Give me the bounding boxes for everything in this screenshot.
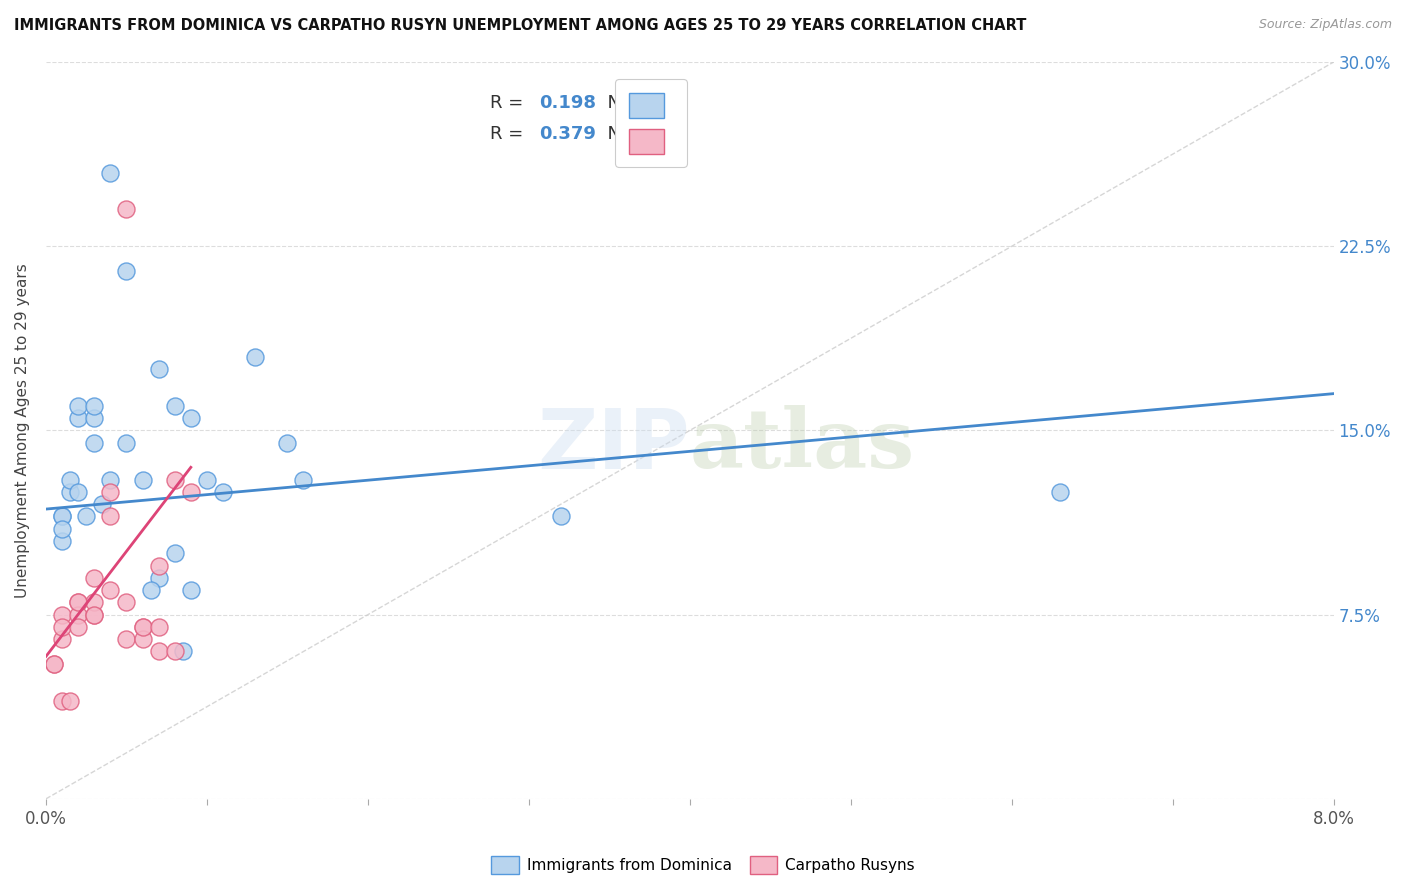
- Point: [148, 644, 170, 658]
- Point: [59, 473, 82, 487]
- Point: [51, 620, 73, 634]
- Point: [75, 509, 97, 524]
- Point: [98, 473, 121, 487]
- Y-axis label: Unemployment Among Ages 25 to 29 years: Unemployment Among Ages 25 to 29 years: [15, 263, 30, 598]
- Point: [148, 558, 170, 573]
- Point: [67, 411, 90, 425]
- Point: [98, 166, 121, 180]
- Point: [292, 473, 315, 487]
- Text: 0.379: 0.379: [538, 126, 596, 144]
- Text: atlas: atlas: [690, 405, 915, 485]
- Point: [139, 583, 162, 598]
- Point: [83, 607, 105, 622]
- Point: [51, 509, 73, 524]
- Point: [83, 607, 105, 622]
- Point: [131, 473, 153, 487]
- Point: [180, 411, 202, 425]
- Point: [98, 509, 121, 524]
- Point: [148, 362, 170, 376]
- Point: [115, 632, 138, 647]
- Point: [1049, 484, 1071, 499]
- Point: [115, 435, 138, 450]
- Point: [131, 620, 153, 634]
- Point: [212, 484, 235, 499]
- Point: [83, 435, 105, 450]
- Point: [83, 411, 105, 425]
- Point: [67, 607, 90, 622]
- Point: [163, 546, 186, 560]
- Point: [163, 644, 186, 658]
- Point: [42, 657, 65, 671]
- Point: [91, 497, 114, 511]
- Point: [148, 620, 170, 634]
- Point: [115, 595, 138, 609]
- Point: [51, 522, 73, 536]
- Text: N =: N =: [596, 94, 647, 112]
- Point: [131, 632, 153, 647]
- Point: [115, 202, 138, 217]
- Point: [98, 484, 121, 499]
- Point: [83, 571, 105, 585]
- Text: R =: R =: [491, 94, 529, 112]
- Point: [67, 399, 90, 413]
- Point: [180, 583, 202, 598]
- Point: [67, 484, 90, 499]
- Point: [180, 484, 202, 499]
- Point: [67, 595, 90, 609]
- Legend: , : ,: [616, 79, 688, 167]
- Point: [42, 657, 65, 671]
- Point: [83, 595, 105, 609]
- Text: IMMIGRANTS FROM DOMINICA VS CARPATHO RUSYN UNEMPLOYMENT AMONG AGES 25 TO 29 YEAR: IMMIGRANTS FROM DOMINICA VS CARPATHO RUS…: [14, 18, 1026, 33]
- Point: [245, 350, 267, 364]
- Point: [98, 583, 121, 598]
- Point: [195, 473, 218, 487]
- Text: 0.198: 0.198: [538, 94, 596, 112]
- Point: [51, 632, 73, 647]
- Text: 30: 30: [643, 126, 666, 144]
- Point: [172, 644, 194, 658]
- Point: [67, 595, 90, 609]
- Point: [276, 435, 298, 450]
- Legend: Immigrants from Dominica, Carpatho Rusyns: Immigrants from Dominica, Carpatho Rusyn…: [485, 850, 921, 880]
- Point: [148, 571, 170, 585]
- Point: [51, 533, 73, 548]
- Point: [59, 693, 82, 707]
- Point: [163, 399, 186, 413]
- Point: [59, 484, 82, 499]
- Point: [51, 693, 73, 707]
- Point: [51, 509, 73, 524]
- Text: N =: N =: [596, 126, 647, 144]
- Text: ZIP: ZIP: [537, 405, 690, 486]
- Point: [115, 264, 138, 278]
- Point: [83, 399, 105, 413]
- Point: [51, 607, 73, 622]
- Point: [163, 473, 186, 487]
- Text: Source: ZipAtlas.com: Source: ZipAtlas.com: [1258, 18, 1392, 31]
- Text: R =: R =: [491, 126, 529, 144]
- Point: [131, 620, 153, 634]
- Point: [67, 620, 90, 634]
- Text: 34: 34: [643, 94, 666, 112]
- Point: [550, 509, 572, 524]
